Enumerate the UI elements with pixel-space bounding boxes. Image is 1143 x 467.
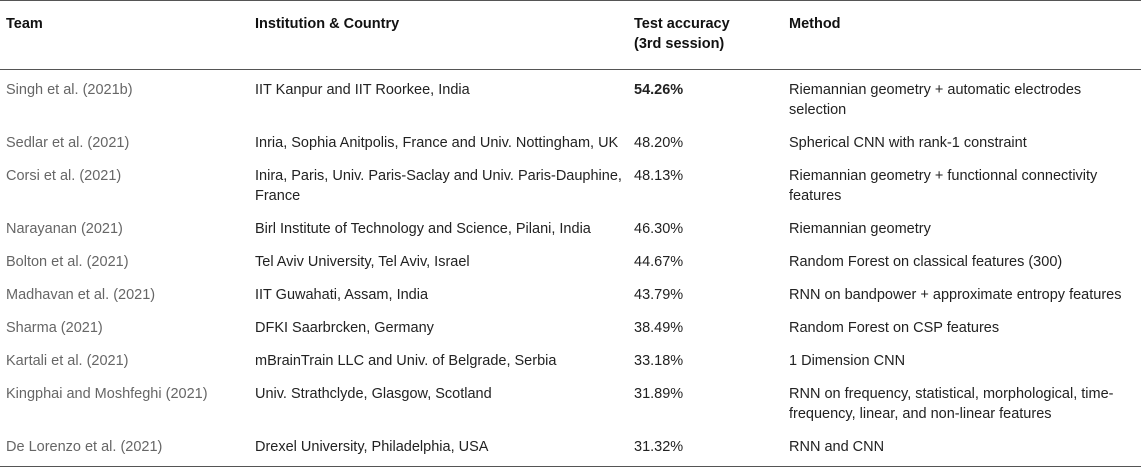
table-row: Bolton et al. (2021) Tel Aviv University… [0,243,1141,276]
team-cell: Narayanan (2021) [6,221,123,237]
team-cell: Madhavan et al. (2021) [6,287,156,303]
institution-cell: Inria, Sophia Anitpolis, France and Univ… [255,135,619,151]
header-accuracy: Test accuracy (3rd session) [634,1,789,70]
header-institution: Institution & Country [255,16,400,32]
table-row: Singh et al. (2021b) IIT Kanpur and IIT … [0,70,1141,125]
table-row: Narayanan (2021) Birl Institute of Techn… [0,210,1141,243]
method-cell: Spherical CNN with rank-1 constraint [789,135,1027,151]
table-row: Madhavan et al. (2021) IIT Guwahati, Ass… [0,276,1141,309]
method-cell: 1 Dimension CNN [789,353,906,369]
institution-cell: Birl Institute of Technology and Science… [255,221,591,237]
method-cell: Random Forest on CSP features [789,320,1000,336]
accuracy-cell: 46.30% [634,221,684,237]
accuracy-cell: 44.67% [634,254,684,270]
table-row: Sharma (2021) DFKI Saarbrcken, Germany 3… [0,309,1141,342]
institution-cell: mBrainTrain LLC and Univ. of Belgrade, S… [255,353,557,369]
method-cell: RNN on frequency, statistical, morpholog… [789,386,1114,422]
method-cell: Riemannian geometry [789,221,931,237]
method-cell: Random Forest on classical features (300… [789,254,1063,270]
accuracy-cell: 31.89% [634,386,684,402]
method-cell: RNN on bandpower + approximate entropy f… [789,287,1122,303]
table-header-row: Team Institution & Country Test accuracy… [0,0,1141,70]
accuracy-cell: 38.49% [634,320,684,336]
institution-cell: Drexel University, Philadelphia, USA [255,439,489,455]
header-method: Method [789,16,841,32]
header-accuracy-line1: Test accuracy [634,16,730,32]
method-cell: Riemannian geometry + functionnal connec… [789,168,1098,204]
accuracy-cell-best: 54.26% [634,82,684,98]
institution-cell: Inira, Paris, Univ. Paris-Saclay and Uni… [255,168,622,204]
institution-cell: Univ. Strathclyde, Glasgow, Scotland [255,386,492,402]
table-row: Kingphai and Moshfeghi (2021) Univ. Stra… [0,375,1141,428]
header-team: Team [6,16,43,32]
team-cell: Sedlar et al. (2021) [6,135,130,151]
accuracy-cell: 43.79% [634,287,684,303]
team-cell: Singh et al. (2021b) [6,82,133,98]
accuracy-cell: 48.13% [634,168,684,184]
accuracy-cell: 48.20% [634,135,684,151]
header-accuracy-line2: (3rd session) [634,36,725,52]
team-cell: Corsi et al. (2021) [6,168,122,184]
team-cell: Bolton et al. (2021) [6,254,129,270]
method-cell: Riemannian geometry + automatic electrod… [789,82,1082,118]
institution-cell: DFKI Saarbrcken, Germany [255,320,434,336]
accuracy-cell: 33.18% [634,353,684,369]
team-cell: Kingphai and Moshfeghi (2021) [6,386,208,402]
institution-cell: IIT Guwahati, Assam, India [255,287,429,303]
table-row: Sedlar et al. (2021) Inria, Sophia Anitp… [0,124,1141,157]
team-cell: Sharma (2021) [6,320,103,336]
institution-cell: IIT Kanpur and IIT Roorkee, India [255,82,470,98]
team-cell: Kartali et al. (2021) [6,353,129,369]
institution-cell: Tel Aviv University, Tel Aviv, Israel [255,254,470,270]
team-cell: De Lorenzo et al. (2021) [6,439,163,455]
table-row: De Lorenzo et al. (2021) Drexel Universi… [0,428,1141,467]
table-row: Kartali et al. (2021) mBrainTrain LLC an… [0,342,1141,375]
table-row: Corsi et al. (2021) Inira, Paris, Univ. … [0,157,1141,210]
accuracy-cell: 31.32% [634,439,684,455]
method-cell: RNN and CNN [789,439,885,455]
